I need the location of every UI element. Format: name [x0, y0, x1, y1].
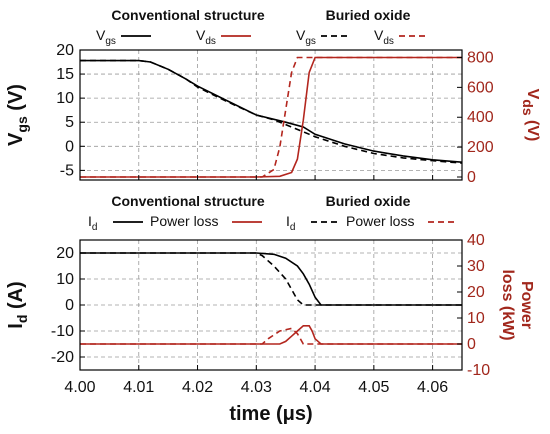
legend-entry-label: Id [88, 213, 97, 233]
legend-entry-label: Power loss [346, 213, 414, 229]
ytick-label-right: 10 [467, 310, 485, 327]
legend-group-title: Buried oxide [326, 7, 411, 23]
xtick-label: 4.04 [300, 379, 331, 396]
panel-2: 20 10 0 -10 -20 40 30 20 10 0 -10 4.00 4.01 4.02 4.03 4… [5, 193, 535, 425]
ytick-label-right: 0 [467, 169, 476, 186]
series-line-3 [80, 59, 463, 164]
xtick-label: 4.05 [358, 379, 389, 396]
ytick-label-left: 20 [56, 42, 74, 59]
ytick-label-right: -10 [467, 362, 490, 379]
legend-entry-label: Vgs [296, 27, 316, 47]
series-line-4 [80, 327, 462, 345]
ytick-label-left: 15 [56, 66, 74, 83]
legend-entry-label: Vgs [96, 27, 116, 47]
y-axis-label-left: Vgs (V) [5, 84, 30, 146]
y-axis-label-right: Vds (V) [520, 89, 541, 142]
ytick-label-left: -20 [51, 349, 74, 366]
xtick-label: 4.00 [64, 379, 95, 396]
ytick-label-left: 10 [56, 90, 74, 107]
ytick-label-right: 600 [467, 79, 494, 96]
ytick-label-right: 30 [467, 258, 485, 275]
series-line-1 [80, 59, 463, 163]
series-line-2 [80, 324, 462, 345]
y-axis-label-left: Id (A) [5, 281, 30, 328]
y-axis-label-right: Powerloss (kW) [499, 269, 535, 340]
ytick-label-left: 0 [65, 297, 74, 314]
panel-1: 20 15 10 5 0 -5 800 600 400 200 0 Vgs (V) Vds (V) Con… [5, 7, 541, 186]
legend-entry-label: Power loss [150, 213, 218, 229]
ytick-label-right: 400 [467, 109, 494, 126]
series-line-4 [80, 56, 462, 178]
legend-entry-label: Vds [374, 27, 394, 47]
legend-group-title: Buried oxide [326, 193, 411, 209]
plot-frame [79, 49, 463, 181]
ytick-label-right: 0 [467, 336, 476, 353]
ytick-label-right: 200 [467, 139, 494, 156]
series-line-3 [80, 252, 462, 306]
ytick-label-right: 800 [467, 49, 494, 66]
ytick-label-right: 40 [467, 232, 485, 249]
ytick-label-left: -5 [60, 162, 74, 179]
ytick-label-left: 10 [56, 271, 74, 288]
ytick-label-left: 20 [56, 245, 74, 262]
ytick-label-left: -10 [51, 323, 74, 340]
legend-group-title: Conventional structure [111, 193, 264, 209]
xtick-label: 4.06 [417, 379, 448, 396]
x-axis-label: time (μs) [229, 403, 312, 425]
xtick-label: 4.02 [182, 379, 213, 396]
legend-entry-label: Id [286, 213, 295, 233]
legend-entry-label: Vds [196, 27, 216, 47]
ytick-label-right: 20 [467, 284, 485, 301]
ytick-label-left: 0 [65, 138, 74, 155]
xtick-label: 4.01 [123, 379, 154, 396]
series-line-2 [80, 56, 462, 178]
xtick-label: 4.03 [241, 379, 272, 396]
ytick-label-left: 5 [65, 114, 74, 131]
series-line-1 [80, 252, 462, 306]
legend-group-title: Conventional structure [111, 7, 264, 23]
